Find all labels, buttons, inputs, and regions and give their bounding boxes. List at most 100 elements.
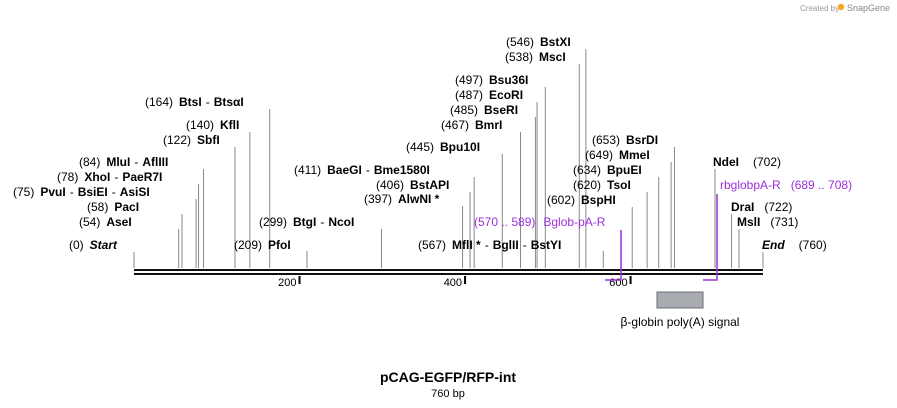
plasmid-title: pCAG-EGFP/RFP-int bbox=[380, 369, 516, 385]
site-position: (54) bbox=[79, 215, 100, 229]
feature-box[interactable] bbox=[656, 291, 704, 309]
site-position: (634) bbox=[573, 163, 601, 177]
site-label-bsu36i[interactable]: (497) Bsu36I bbox=[455, 73, 528, 87]
site-position: (467) bbox=[441, 118, 469, 132]
enzyme-name: TsoI bbox=[607, 178, 631, 192]
primer-name: Bglob-pA-R bbox=[543, 215, 605, 229]
enzyme-name: XhoI bbox=[84, 170, 110, 184]
site-position: (122) bbox=[163, 133, 191, 147]
enzyme-name: MmeI bbox=[619, 148, 650, 162]
site-position: (649) bbox=[585, 148, 613, 162]
site-label-bmri[interactable]: (467) BmrI bbox=[441, 118, 502, 132]
site-label-kfli[interactable]: (140) KflI bbox=[186, 118, 239, 132]
site-label-paci[interactable]: (58) PacI bbox=[87, 200, 139, 214]
tick-label-200: 200 bbox=[278, 277, 296, 289]
site-label-end[interactable]: End (760) bbox=[762, 238, 827, 252]
site-position: (487) bbox=[455, 88, 483, 102]
site-label-btsi[interactable]: (164) BtsI - BtsαI bbox=[145, 95, 244, 109]
enzyme-name: BtgI bbox=[293, 215, 316, 229]
enzyme-name: NdeI bbox=[713, 155, 739, 169]
enzyme-name: BaeGI bbox=[327, 163, 362, 177]
site-label-pfoi[interactable]: (209) PfoI bbox=[234, 238, 291, 252]
ruler-ticks: 200 400 600 bbox=[278, 276, 632, 289]
site-label-ecori[interactable]: (487) EcoRI bbox=[455, 88, 523, 102]
site-label-ndei[interactable]: NdeI (702) bbox=[713, 155, 781, 169]
primer-arrow-bglob[interactable] bbox=[605, 230, 622, 281]
enzyme-name: BmrI bbox=[475, 118, 502, 132]
enzyme-name: BtsI bbox=[179, 95, 202, 109]
site-label-mlui[interactable]: (84) MluI - AflIII bbox=[79, 155, 168, 169]
enzyme-name: AflIII bbox=[142, 155, 168, 169]
site-position: (75) bbox=[13, 185, 34, 199]
site-position: (546) bbox=[506, 35, 534, 49]
enzyme-name: BglII bbox=[493, 238, 519, 252]
site-label-alwni[interactable]: (397) AlwNI * bbox=[364, 192, 440, 206]
site-position: (567) bbox=[418, 238, 446, 252]
site-position: (411) bbox=[294, 163, 321, 177]
enzyme-name: BseRI bbox=[484, 103, 518, 117]
site-label-baegi[interactable]: (411) BaeGI - Bme1580I bbox=[294, 163, 430, 177]
enzyme-name: BspHI bbox=[581, 193, 616, 207]
enzyme-name: AseI bbox=[106, 215, 131, 229]
site-label-mfli[interactable]: (567) MflI * - BglII - BstYI bbox=[418, 238, 561, 252]
site-position: (620) bbox=[573, 178, 601, 192]
enzyme-name: MslI bbox=[737, 215, 760, 229]
site-position: (299) bbox=[259, 215, 287, 229]
site-label-xhoi[interactable]: (78) XhoI - PaeR7I bbox=[57, 170, 162, 184]
primer-range: (570 .. 589) bbox=[474, 215, 535, 229]
feature-label: β-globin poly(A) signal bbox=[621, 315, 740, 329]
site-label-msci[interactable]: (538) MscI bbox=[505, 50, 566, 64]
enzyme-name: KflI bbox=[220, 118, 239, 132]
site-label-asei[interactable]: (54) AseI bbox=[79, 215, 132, 229]
site-label-start[interactable]: (0) Start bbox=[69, 238, 118, 252]
site-position: (164) bbox=[145, 95, 173, 109]
site-position: (406) bbox=[376, 178, 404, 192]
feature-bglobin-polya[interactable]: β-globin poly(A) signal bbox=[621, 291, 740, 329]
primer-label-bglob[interactable]: (570 .. 589) Bglob-pA-R bbox=[474, 215, 606, 229]
enzyme-name: Bsu36I bbox=[489, 73, 528, 87]
site-name: End bbox=[762, 238, 785, 252]
site-position: (485) bbox=[450, 103, 478, 117]
tick-label-400: 400 bbox=[444, 277, 462, 289]
enzyme-name: MflI * bbox=[452, 238, 481, 252]
enzyme-name: BsiEI bbox=[78, 185, 108, 199]
site-label-bpuei[interactable]: (634) BpuEI bbox=[573, 163, 642, 177]
enzyme-name: BtsαI bbox=[214, 95, 244, 109]
site-label-msli[interactable]: MslI (731) bbox=[737, 215, 798, 229]
site-label-mmei[interactable]: (649) MmeI bbox=[585, 148, 650, 162]
site-position: (58) bbox=[87, 200, 108, 214]
site-position: (0) bbox=[69, 238, 84, 252]
site-position: (653) bbox=[592, 133, 620, 147]
site-position: (209) bbox=[234, 238, 262, 252]
site-label-bsrdi[interactable]: (653) BsrDI bbox=[592, 133, 658, 147]
primers: (570 .. 589) Bglob-pA-R rbglobpA-R (689 ..… bbox=[474, 178, 852, 281]
primer-arrow-rbglob[interactable] bbox=[703, 194, 718, 281]
site-position: (84) bbox=[79, 155, 100, 169]
site-position: (445) bbox=[406, 140, 434, 154]
snapgene-logo-icon bbox=[837, 3, 845, 11]
site-label-bsphi[interactable]: (602) BspHI bbox=[547, 193, 616, 207]
site-leader-lines bbox=[133, 49, 764, 268]
site-label-bseri[interactable]: (485) BseRI bbox=[450, 103, 518, 117]
site-position: (538) bbox=[505, 50, 533, 64]
enzyme-name: DraI bbox=[731, 200, 754, 214]
site-position: (397) bbox=[364, 192, 392, 206]
enzyme-name: PvuI bbox=[40, 185, 65, 199]
site-label-btgi[interactable]: (299) BtgI - NcoI bbox=[259, 215, 354, 229]
snapgene-credit: Created by SnapGene bbox=[800, 3, 890, 13]
site-label-sbfi[interactable]: (122) SbfI bbox=[163, 133, 220, 147]
site-label-tsoi[interactable]: (620) TsoI bbox=[573, 178, 631, 192]
primer-label-rbglob[interactable]: rbglobpA-R (689 .. 708) bbox=[720, 178, 852, 192]
enzyme-name: PacI bbox=[114, 200, 139, 214]
site-label-bpu10i[interactable]: (445) Bpu10I bbox=[406, 140, 480, 154]
plasmid-length: 760 bp bbox=[431, 388, 465, 400]
primer-range: (689 .. 708) bbox=[791, 178, 852, 192]
enzyme-name: BstXI bbox=[540, 35, 571, 49]
enzyme-name: PaeR7I bbox=[122, 170, 162, 184]
primer-name: rbglobpA-R bbox=[720, 178, 781, 192]
site-label-pvui[interactable]: (75) PvuI - BsiEI - AsiSI bbox=[13, 185, 150, 199]
enzyme-name: BstYI bbox=[531, 238, 562, 252]
site-label-drai[interactable]: DraI (722) bbox=[731, 200, 792, 214]
site-label-bstapi[interactable]: (406) BstAPI bbox=[376, 178, 449, 192]
site-label-bstxi[interactable]: (546) BstXI bbox=[506, 35, 571, 49]
